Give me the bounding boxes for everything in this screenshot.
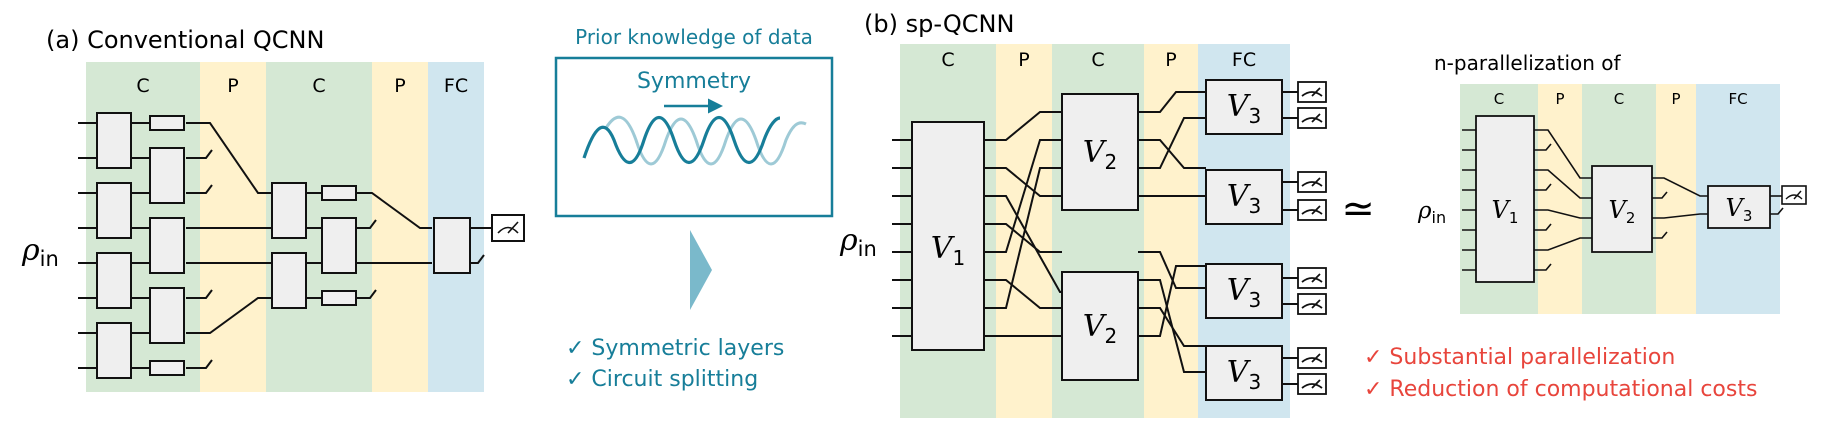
- measurement-icon: [1297, 107, 1327, 129]
- small-gate-v1: [1475, 115, 1535, 283]
- symmetry-label: Symmetry: [637, 69, 751, 94]
- parallelization-title: n-parallelization of: [1434, 51, 1622, 75]
- gate: [271, 182, 307, 239]
- gate: [96, 322, 132, 379]
- gate: [149, 115, 185, 131]
- measurement-icon: [1297, 171, 1327, 193]
- small-gate-v2-label: V2: [1609, 196, 1636, 227]
- gate: [433, 217, 471, 274]
- panel-b-layer-label: P: [1018, 49, 1029, 71]
- small-gate-v3-label: V3: [1726, 194, 1753, 225]
- benefit-cost-reduction: ✓ Reduction of computational costs: [1364, 377, 1757, 402]
- prior-knowledge-title: Prior knowledge of data: [575, 25, 813, 49]
- panel-b: (b) sp-QCNN C P C P FC ρin: [839, 10, 1807, 418]
- small-layer-label: C: [1614, 90, 1624, 108]
- gate-v3: [1205, 263, 1283, 319]
- panel-a: (a) Conventional QCNN C P C P FC ρin: [21, 26, 525, 392]
- wave-shifted: [604, 115, 807, 166]
- small-layer-label: P: [1555, 90, 1564, 108]
- gate-v3-label: V3: [1227, 273, 1261, 312]
- small-layer-label: C: [1494, 90, 1504, 108]
- panel-b-title: (b) sp-QCNN: [864, 10, 1014, 38]
- panel-a-layer-label: C: [312, 75, 325, 97]
- approx-symbol: ≃: [1341, 186, 1375, 232]
- measurement-icon: [1297, 81, 1327, 103]
- panel-a-gates: [96, 112, 471, 379]
- gate: [321, 217, 357, 274]
- panel-b-measurement-icons: [1297, 81, 1327, 395]
- measurement-icon: [1297, 293, 1327, 315]
- gate: [149, 217, 185, 274]
- panel-a-layer-label: P: [394, 75, 405, 97]
- small-measurement-icon: [1781, 185, 1807, 205]
- middle-section: Prior knowledge of data Symmetry ✓ Symme…: [554, 25, 834, 392]
- gate-v2-top: [1061, 93, 1139, 211]
- panel-a-measurement-icon: [491, 214, 525, 242]
- gate-v3: [1205, 169, 1283, 225]
- gate: [96, 252, 132, 309]
- gate-v2-bottom: [1061, 271, 1139, 381]
- panel-a-layer-label: C: [136, 75, 149, 97]
- gate: [149, 287, 185, 344]
- gate-v3: [1205, 345, 1283, 401]
- gate: [96, 182, 132, 239]
- gate: [321, 185, 357, 201]
- gate-v1-label: V1: [931, 231, 965, 270]
- small-pool-band-2: [1656, 84, 1696, 314]
- panel-b-layer-label: FC: [1232, 49, 1256, 71]
- small-gate-v3: [1707, 185, 1771, 229]
- gate-v2-top-label: V2: [1083, 135, 1117, 174]
- measurement-icon: [1297, 347, 1327, 369]
- small-wires: [1462, 129, 1784, 271]
- small-layer-label: FC: [1728, 90, 1747, 108]
- benefit-parallelization: ✓ Substantial parallelization: [1364, 345, 1675, 370]
- check-circuit-splitting: ✓ Circuit splitting: [566, 367, 758, 392]
- gate-v1: [911, 121, 985, 351]
- panel-b-pool-band-2: [1144, 44, 1198, 418]
- gate-v3-label: V3: [1227, 355, 1261, 394]
- gate-v3-label: V3: [1227, 179, 1261, 218]
- panel-a-layer-label: P: [227, 75, 238, 97]
- gate: [321, 290, 357, 306]
- measurement-icon: [1297, 373, 1327, 395]
- check-symmetric-layers: ✓ Symmetric layers: [566, 336, 784, 361]
- gate: [149, 360, 185, 376]
- small-gate-v1-label: V1: [1492, 196, 1519, 227]
- panel-b-layer-label: P: [1165, 49, 1176, 71]
- wave-original: [582, 116, 781, 164]
- gate: [271, 252, 307, 309]
- panel-b-wires: [892, 91, 1298, 385]
- panel-a-layer-label: FC: [444, 75, 468, 97]
- panel-b-layer-label: C: [941, 49, 954, 71]
- small-gate-v2: [1591, 165, 1653, 253]
- flow-arrow: [690, 230, 712, 310]
- panel-b-gates: [911, 79, 1283, 401]
- measurement-icon: [1297, 267, 1327, 289]
- measurement-icon: [1297, 199, 1327, 221]
- small-layer-label: P: [1671, 90, 1680, 108]
- panel-a-wires: [78, 122, 492, 369]
- gate: [149, 147, 185, 204]
- small-pool-band-1: [1538, 84, 1582, 314]
- panel-a-title: (a) Conventional QCNN: [46, 26, 324, 54]
- panel-b-layer-label: C: [1091, 49, 1104, 71]
- small-gates: [1475, 115, 1771, 283]
- gate-v3-label: V3: [1227, 89, 1261, 128]
- panel-a-input-label: ρin: [21, 233, 59, 271]
- small-input-label: ρin: [1417, 198, 1446, 227]
- panel-b-input-label: ρin: [839, 223, 877, 261]
- gate: [96, 112, 132, 169]
- gate-v2-bottom-label: V2: [1083, 309, 1117, 348]
- gate-v3: [1205, 79, 1283, 135]
